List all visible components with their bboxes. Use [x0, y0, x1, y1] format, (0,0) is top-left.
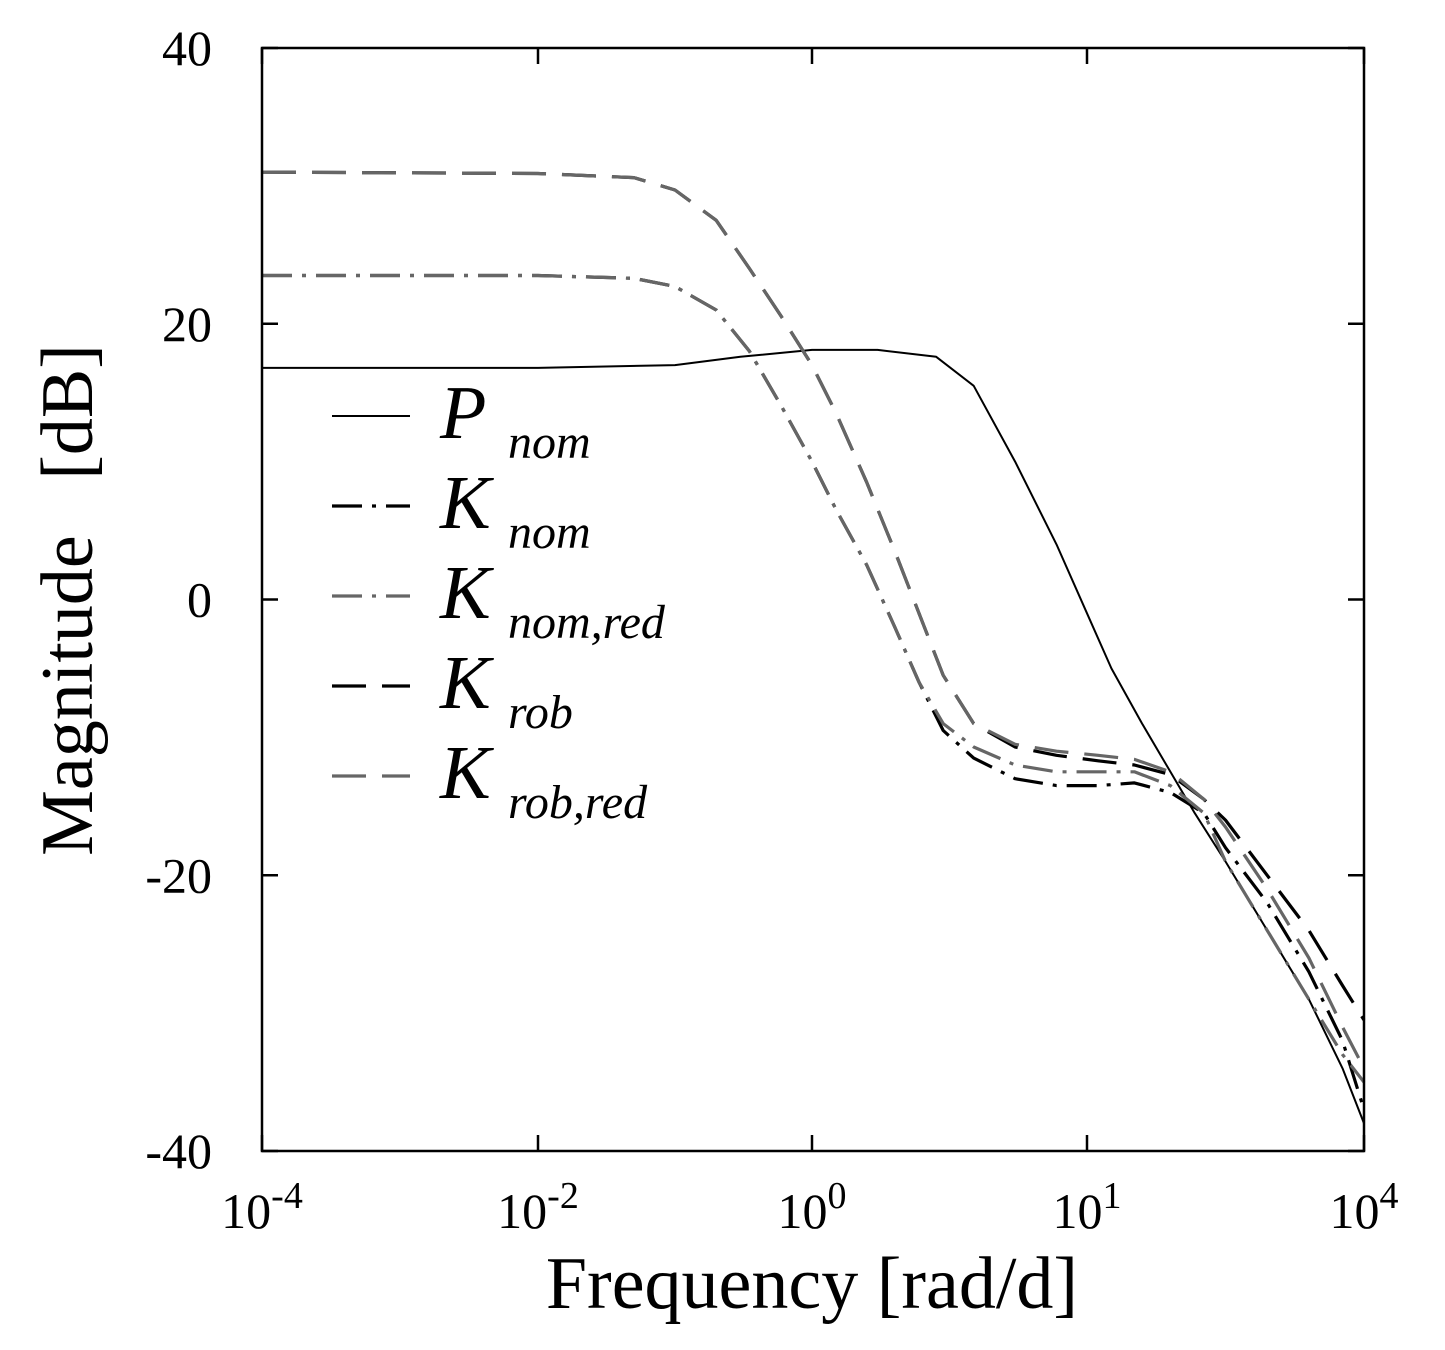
series-line-3	[262, 273, 1366, 1084]
legend-label-subscript: rob,red	[508, 776, 648, 829]
series-line-5	[261, 170, 1366, 1070]
x-tick-base: 10	[497, 1183, 547, 1239]
x-axis-title: Frequency [rad/d]	[546, 1243, 1078, 1325]
legend-label-subscript: nom	[508, 416, 591, 469]
x-tick-label: 100	[778, 1175, 847, 1239]
y-axis-title: Magnitude [dB]	[27, 344, 109, 856]
legend-label: K	[439, 551, 494, 635]
series-line-1	[262, 348, 1365, 1124]
y-tick-label: -40	[145, 1123, 212, 1179]
x-tick-base: 10	[778, 1183, 828, 1239]
x-tick-label: 10-4	[221, 1175, 303, 1239]
x-tick-exponent: -4	[271, 1175, 303, 1217]
x-tick-base: 10	[1330, 1183, 1380, 1239]
legend-label: K	[439, 461, 494, 545]
series-line-2	[262, 273, 1366, 1111]
legend-label: K	[439, 641, 494, 725]
y-tick-label: -20	[145, 847, 212, 903]
x-tick-base: 10	[1053, 1183, 1103, 1239]
x-tick-exponent: 0	[828, 1175, 847, 1217]
x-tick-base: 10	[221, 1183, 271, 1239]
y-tick-label: 0	[187, 572, 212, 628]
legend-label: K	[439, 731, 494, 815]
x-tick-exponent: -2	[547, 1175, 579, 1217]
y-tick-label: 40	[162, 20, 212, 76]
legend-label-subscript: rob	[508, 686, 573, 739]
plot-frame	[260, 46, 1366, 1153]
y-tick-label: 20	[162, 296, 212, 352]
legend-label-subscript: nom,red	[508, 596, 666, 649]
x-tick-label: 104	[1330, 1175, 1399, 1239]
x-tick-exponent: 1	[1103, 1175, 1122, 1217]
series-layer	[261, 170, 1366, 1124]
x-tick-label: 101	[1053, 1175, 1122, 1239]
legend-label: P	[439, 371, 486, 455]
series-line-4	[261, 170, 1366, 1021]
x-tick-label: 10-2	[497, 1175, 579, 1239]
legend-label-subscript: nom	[508, 506, 591, 559]
x-tick-exponent: 4	[1380, 1175, 1399, 1217]
